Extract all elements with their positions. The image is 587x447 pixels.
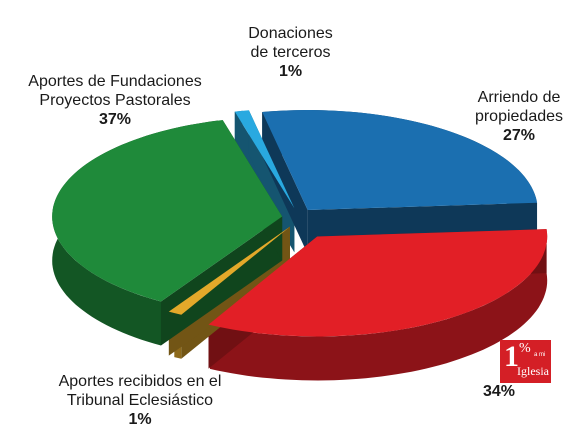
- label-donaciones-pct: 1%: [278, 63, 303, 80]
- logo-one: 1: [504, 340, 519, 373]
- slice-donaciones: [234, 110, 295, 209]
- label-tribunal-pct: 1%: [128, 411, 152, 428]
- label-fundaciones-pct: 37%: [98, 111, 132, 128]
- label-fundaciones-line1: Aportes de Fundaciones: [28, 73, 202, 90]
- logo-1-a-mi-iglesia: 1 % a mi Iglesia: [500, 340, 551, 383]
- label-tribunal-line1: Aportes recibidos en el: [58, 373, 222, 390]
- logo-ami: a mi: [534, 352, 546, 358]
- label-fundaciones-line2: Proyectos Pastorales: [39, 92, 191, 109]
- logo-percent: %: [519, 341, 531, 356]
- label-arriendo-line1: Arriendo de: [477, 89, 561, 106]
- slice-fundaciones: [52, 119, 283, 302]
- label-fundaciones: Aportes de Fundaciones Proyectos Pastora…: [0, 72, 230, 129]
- label-arriendo-line2: propiedades: [474, 108, 564, 125]
- slice-arriendo: [262, 110, 538, 211]
- slice-red: [208, 229, 548, 337]
- label-tribunal: Aportes recibidos en el Tribunal Eclesiá…: [20, 372, 260, 429]
- slice-red-side: [209, 229, 548, 381]
- label-red-slice-pct: 34%: [482, 383, 516, 400]
- label-donaciones-line2: de terceros: [250, 44, 331, 61]
- label-arriendo-pct: 27%: [502, 127, 536, 144]
- slice-arriendo-wall-start: [262, 112, 308, 255]
- logo-word: Iglesia: [517, 364, 549, 378]
- pie-tops: [52, 110, 548, 337]
- label-donaciones: Donaciones de terceros 1%: [228, 24, 353, 81]
- label-arriendo: Arriendo de propiedades 27%: [455, 88, 583, 145]
- label-tribunal-line2: Tribunal Eclesiástico: [66, 392, 214, 409]
- slice-tribunal: [168, 226, 290, 315]
- label-donaciones-line1: Donaciones: [248, 25, 333, 42]
